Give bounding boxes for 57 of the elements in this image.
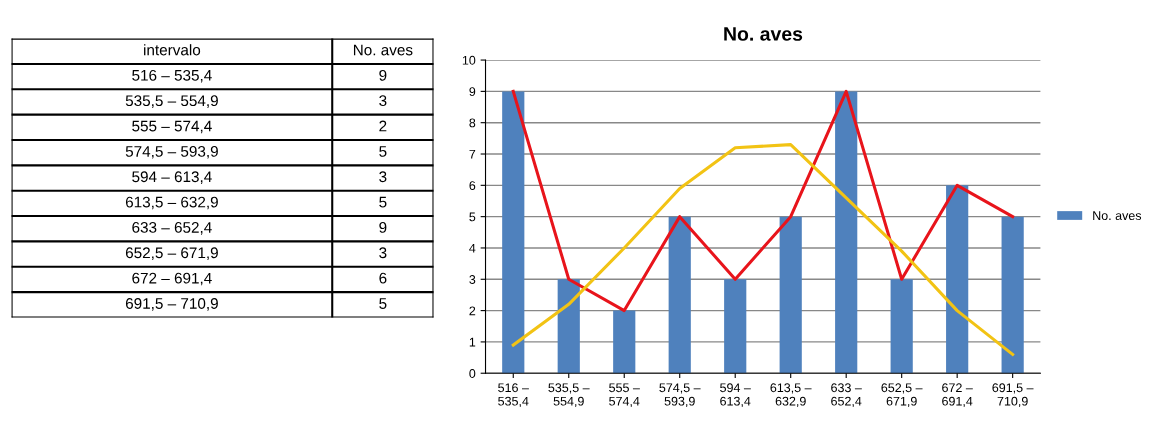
y-tick-label: 2 <box>469 306 476 316</box>
x-tick-label: 691,5 – 710,9 <box>992 383 1034 408</box>
text: intervalo <box>144 44 201 56</box>
text: 3 <box>379 247 387 259</box>
bar <box>668 216 691 374</box>
y-tick-label: 4 <box>469 243 476 253</box>
line-series <box>511 89 1015 313</box>
x-tick-label: 574,5 – 593,9 <box>659 383 701 408</box>
bar <box>835 91 858 374</box>
y-tick-label: 9 <box>469 87 476 97</box>
text: 6 <box>379 272 387 284</box>
text: 2 <box>379 120 387 132</box>
x-tick-label: 555 – 574,4 <box>609 383 640 408</box>
x-tick-label: 633 – 652,4 <box>831 383 862 408</box>
text: 5 <box>379 298 387 309</box>
text: 574,5 – 593,9 <box>125 145 218 159</box>
bar <box>724 279 747 374</box>
text: 594 – 613,4 <box>132 171 212 184</box>
text: 672 – 691,4 <box>132 272 212 286</box>
bar <box>613 310 636 374</box>
y-tick-label: 7 <box>469 149 476 159</box>
text: 555 – 574,4 <box>132 120 212 134</box>
text: 691,5 – 710,9 <box>125 298 218 311</box>
x-tick-label: 613,5 – 632,9 <box>770 383 812 408</box>
bar <box>779 216 802 374</box>
chart-title: No. aves <box>724 27 803 41</box>
x-tick-label: 652,5 – 671,9 <box>881 383 923 408</box>
text: 516 – 535,4 <box>132 69 212 83</box>
bar <box>1001 216 1024 374</box>
y-tick-label: 8 <box>469 118 476 128</box>
bar <box>502 91 525 374</box>
bar <box>946 185 969 374</box>
text: 613,5 – 632,9 <box>125 196 218 210</box>
text: 652,5 – 671,9 <box>125 247 218 260</box>
x-tick-label: 516 – 535,4 <box>498 383 529 408</box>
y-tick-label: 10 <box>462 55 476 65</box>
text: 3 <box>379 171 387 183</box>
legend-label: No. aves <box>1093 211 1142 220</box>
text: 3 <box>379 95 387 107</box>
y-tick-label: 3 <box>469 275 476 284</box>
y-tick-label: 1 <box>469 337 476 347</box>
x-tick-label: 594 – 613,4 <box>720 383 751 408</box>
text: 5 <box>379 196 387 208</box>
text: 9 <box>379 222 387 233</box>
text: 9 <box>379 69 387 81</box>
text: No. aves <box>353 44 413 56</box>
x-tick-label: 535,5 – 554,9 <box>548 383 590 408</box>
y-tick-label: 5 <box>469 212 476 222</box>
bar <box>557 279 580 374</box>
bar <box>890 279 913 374</box>
y-tick-label: 6 <box>469 181 476 190</box>
text: 5 <box>379 146 387 157</box>
y-tick-label: 0 <box>469 369 476 378</box>
text: 535,5 – 554,9 <box>125 95 218 108</box>
line-series <box>511 143 1015 356</box>
x-tick-label: 672 – 691,4 <box>942 383 973 408</box>
text: 633 – 652,4 <box>132 222 212 235</box>
